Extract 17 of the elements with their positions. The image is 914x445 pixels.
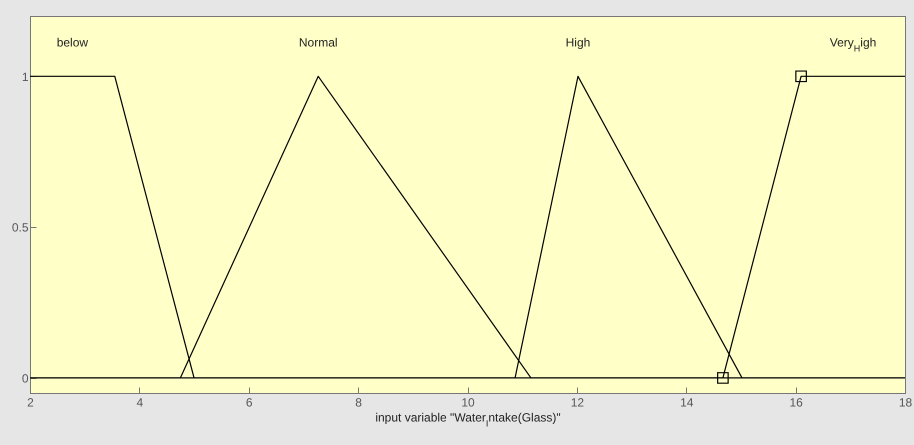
text: below	[56, 35, 88, 50]
text: Normal	[298, 35, 338, 50]
y-tick-label: 1	[22, 70, 29, 84]
x-tick-label: 8	[355, 396, 362, 410]
x-tick-label: 2	[27, 396, 34, 410]
x-tick-label: 14	[680, 396, 694, 410]
x-tick-label: 6	[246, 396, 253, 410]
x-tick-label: 12	[570, 396, 584, 410]
x-tick-label: 10	[461, 396, 475, 410]
x-axis-title: input variable "Water$_{I}$ntake(Glass)"	[375, 410, 561, 428]
x-tick-label: 4	[136, 396, 144, 410]
y-tick-label: 0.5	[12, 220, 29, 235]
x-tick-label: 18	[898, 396, 912, 410]
x-tick-label: 16	[789, 396, 804, 410]
y-tick-label: 0	[22, 371, 29, 386]
series-label: Very$_{H}$igh	[830, 35, 876, 54]
text: High	[566, 35, 590, 50]
